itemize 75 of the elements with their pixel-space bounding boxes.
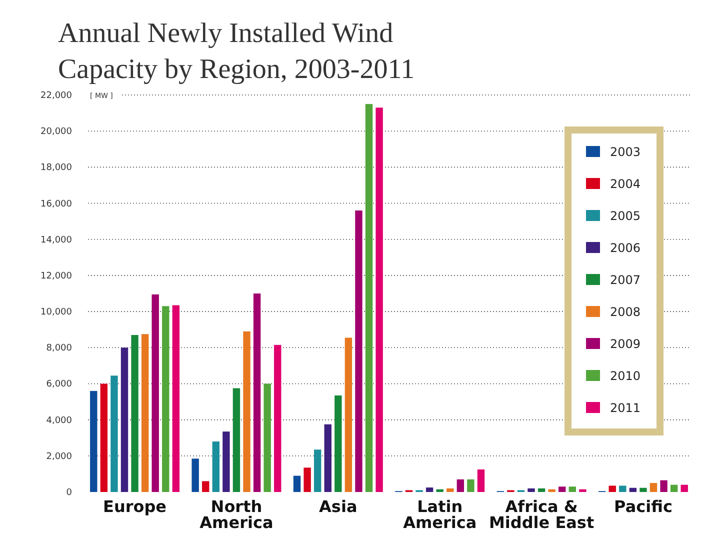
bar — [640, 488, 647, 492]
bar — [304, 468, 311, 492]
bar — [222, 432, 230, 492]
bar — [477, 469, 485, 492]
bar — [120, 348, 128, 492]
y-tick-label: 18,000 — [40, 163, 72, 174]
bar — [538, 488, 546, 492]
bar — [152, 294, 159, 492]
bar — [355, 210, 362, 492]
legend-label: 2007 — [610, 273, 641, 287]
bar — [100, 384, 108, 492]
bar — [90, 390, 98, 492]
bar — [334, 395, 342, 492]
legend-label: 2009 — [610, 337, 641, 351]
bar — [629, 488, 637, 492]
x-tick-label: Europe — [103, 497, 167, 516]
bar — [660, 480, 668, 492]
legend-label: 2006 — [610, 241, 641, 255]
y-tick-label: 12,000 — [40, 271, 72, 282]
bar — [264, 384, 271, 492]
bar — [202, 481, 210, 492]
bar — [436, 489, 444, 492]
legend-label: 2011 — [610, 401, 641, 415]
bar — [528, 488, 535, 492]
bar — [446, 488, 454, 492]
bar — [608, 486, 616, 492]
bar — [365, 104, 373, 492]
bar — [212, 441, 220, 492]
bar — [131, 335, 138, 492]
legend-label: 2008 — [610, 305, 641, 319]
x-tick-label: North America — [200, 497, 274, 532]
bar — [293, 476, 301, 492]
bar — [670, 484, 678, 492]
bar — [619, 486, 626, 492]
bar — [162, 306, 170, 492]
bar — [650, 482, 658, 492]
x-tick-label: Asia — [319, 497, 358, 516]
legend-label: 2004 — [610, 177, 641, 191]
bar — [141, 334, 149, 492]
y-tick-label: 4,000 — [46, 416, 72, 426]
bar — [558, 486, 566, 492]
y-tick-label: 22,000 — [40, 91, 72, 101]
bar — [274, 344, 282, 492]
bar — [192, 458, 199, 492]
bar — [467, 479, 474, 492]
bar — [456, 479, 464, 492]
bar — [426, 487, 434, 492]
bar — [243, 331, 250, 492]
y-tick-label: 6,000 — [46, 380, 72, 390]
chart-title: Annual Newly Installed Wind Capacity by Region, 2003-2011 — [58, 18, 415, 85]
bar — [579, 489, 586, 492]
y-tick-label: 20,000 — [40, 127, 72, 138]
legend-label: 2005 — [610, 209, 641, 223]
x-tick-label: Africa & Middle East — [488, 497, 594, 532]
bar — [344, 338, 352, 492]
bar — [568, 486, 576, 492]
bar — [376, 108, 383, 492]
legend-label: 2003 — [610, 145, 641, 159]
y-tick-label: 8,000 — [46, 344, 72, 354]
y-tick-label: 2,000 — [46, 452, 72, 462]
y-tick-label: 16,000 — [40, 199, 72, 210]
y-tick-label: 10,000 — [40, 308, 72, 318]
bar — [314, 450, 322, 492]
bar — [232, 388, 240, 492]
bar — [253, 294, 261, 492]
y-tick-label: 14,000 — [40, 235, 72, 246]
bar — [172, 305, 180, 492]
bar — [548, 489, 556, 492]
y-tick-label: 0 — [66, 488, 72, 498]
bar — [680, 484, 688, 492]
bar — [324, 424, 332, 492]
x-tick-label: Latin America — [403, 497, 477, 532]
x-tick-label: Pacific — [614, 497, 672, 516]
legend-label: 2010 — [610, 369, 641, 383]
bar — [110, 376, 118, 492]
